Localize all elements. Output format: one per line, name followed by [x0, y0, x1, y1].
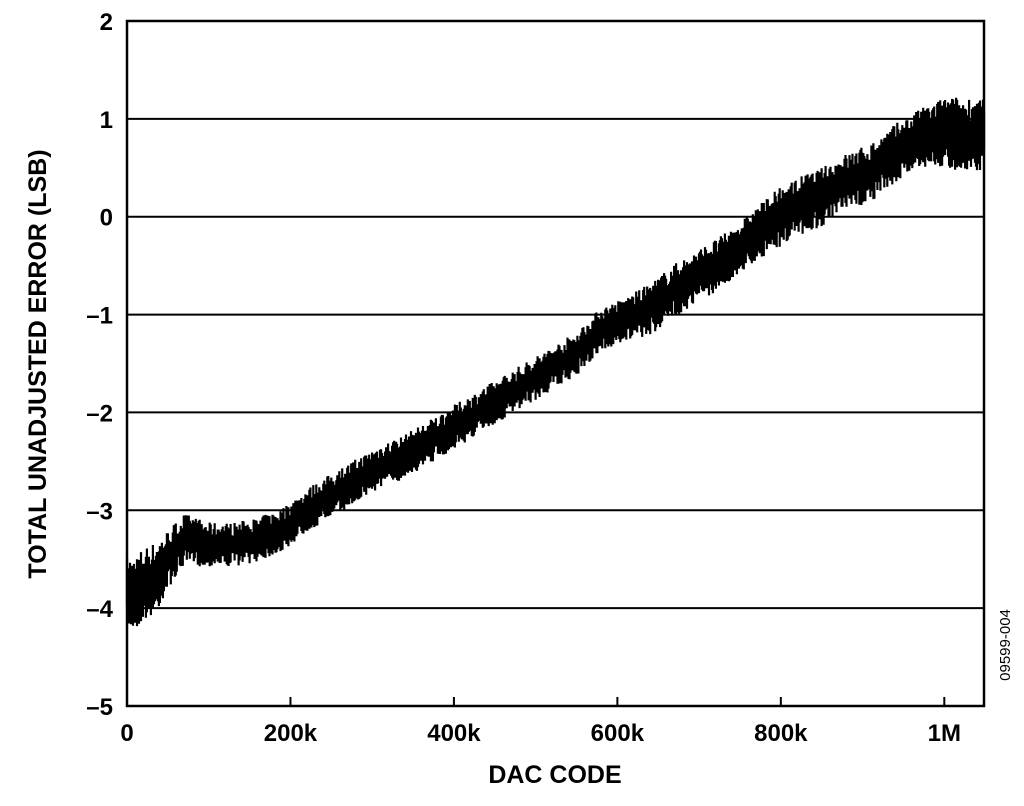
error-trace-band	[127, 128, 984, 599]
x-tick-label: 600k	[591, 720, 645, 747]
plot-frame	[125, 19, 986, 708]
x-tick-label: 400k	[427, 720, 481, 747]
x-axis-ticks: 0 200k 400k 600k 800k 1M	[120, 697, 961, 747]
x-tick-label: 200k	[264, 720, 318, 747]
data-series	[125, 97, 986, 627]
x-axis-title: DAC CODE	[488, 761, 621, 789]
y-axis-title: TOTAL UNADJUSTED ERROR (LSB)	[24, 149, 52, 578]
gridlines	[127, 117, 984, 610]
y-axis-ticks: 2 1 0 –1 –2 –3 –4 –5	[86, 9, 113, 721]
y-tick-label: –5	[86, 694, 113, 721]
x-tick-label: 0	[120, 720, 133, 747]
y-tick-label: –3	[86, 498, 113, 525]
x-tick-label: 800k	[754, 720, 808, 747]
y-tick-label: 0	[100, 205, 113, 232]
x-tick-label: 1M	[928, 720, 961, 747]
y-tick-label: –2	[86, 400, 113, 427]
y-tick-label: –1	[86, 303, 113, 330]
y-tick-label: –4	[86, 596, 113, 623]
figure-id: 09599-004	[997, 609, 1014, 681]
y-tick-label: 1	[100, 107, 113, 134]
y-tick-label: 2	[100, 9, 113, 36]
